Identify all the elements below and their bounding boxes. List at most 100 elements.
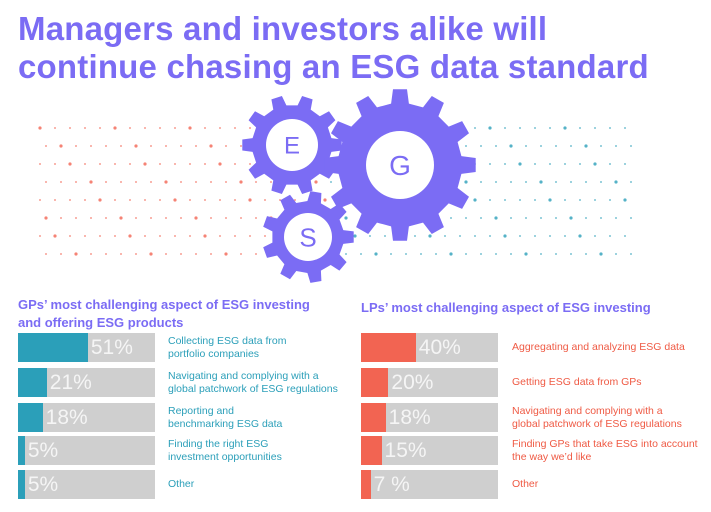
background-dot <box>489 199 491 201</box>
background-dot <box>255 253 257 255</box>
background-dot <box>69 127 71 129</box>
background-dot <box>144 199 146 201</box>
background-dot <box>39 163 41 165</box>
background-dot <box>488 126 492 130</box>
background-dot <box>218 162 222 166</box>
gear-hub <box>366 131 434 199</box>
background-dot <box>474 127 476 129</box>
background-dot <box>593 162 597 166</box>
background-dot <box>549 235 551 237</box>
background-dot <box>510 181 512 183</box>
background-dot <box>180 217 182 219</box>
background-dot <box>59 144 63 148</box>
background-dot <box>495 181 497 183</box>
background-dot <box>219 127 221 129</box>
background-dot <box>465 253 467 255</box>
background-dot <box>579 127 581 129</box>
background-dot <box>549 163 551 165</box>
bar <box>361 368 389 397</box>
background-dot <box>84 127 86 129</box>
background-dot <box>270 181 272 183</box>
background-dot <box>345 253 347 255</box>
background-dot <box>114 163 116 165</box>
background-dot <box>585 181 587 183</box>
background-dot <box>249 127 251 129</box>
background-dot <box>624 235 626 237</box>
background-dot <box>585 217 587 219</box>
background-dot <box>539 180 543 184</box>
background-dot <box>150 181 152 183</box>
background-dot <box>504 127 506 129</box>
background-dot <box>90 253 92 255</box>
bar <box>18 436 25 465</box>
background-dot <box>465 145 467 147</box>
background-dot <box>173 198 177 202</box>
background-dot <box>615 145 617 147</box>
background-dot <box>504 163 506 165</box>
chart-title: GPs’ most challenging aspect of ESG inve… <box>18 297 310 330</box>
background-dot <box>84 199 86 201</box>
background-dot <box>519 127 521 129</box>
background-dot <box>540 253 542 255</box>
gear-letter: G <box>389 150 411 181</box>
background-dot <box>225 145 227 147</box>
background-dot <box>519 199 521 201</box>
background-dot <box>330 181 332 183</box>
category-label: Finding GPs that take ESG into account t… <box>512 437 698 463</box>
background-dot <box>579 163 581 165</box>
background-dot <box>624 127 626 129</box>
background-dot <box>204 127 206 129</box>
value-label: 51% <box>90 336 133 359</box>
gear-letter: E <box>284 133 300 160</box>
bar <box>361 403 386 432</box>
background-dot <box>480 253 482 255</box>
value-label: 20% <box>391 371 434 394</box>
background-dot <box>234 163 236 165</box>
background-dot <box>599 252 603 256</box>
background-dot <box>240 217 242 219</box>
background-dot <box>369 235 371 237</box>
background-dot <box>314 180 318 184</box>
category-label: Reporting and benchmarking ESG data <box>168 404 283 430</box>
bar-track <box>18 470 155 499</box>
value-label: 40% <box>418 336 461 359</box>
background-dot <box>234 199 236 201</box>
background-dot <box>89 180 93 184</box>
background-dot <box>555 217 557 219</box>
background-dot <box>180 145 182 147</box>
background-dot <box>600 145 602 147</box>
background-dot <box>69 235 71 237</box>
background-dot <box>45 181 47 183</box>
background-dot <box>234 127 236 129</box>
background-dot <box>219 199 221 201</box>
background-dot <box>119 216 123 220</box>
background-dot <box>120 181 122 183</box>
background-dot <box>630 181 632 183</box>
background-dot <box>113 126 117 130</box>
background-dot <box>150 217 152 219</box>
page-title: Managers and investors alike will contin… <box>18 10 649 85</box>
background-dot <box>489 235 491 237</box>
background-dot <box>548 198 552 202</box>
background-dot <box>594 199 596 201</box>
background-dot <box>195 181 197 183</box>
background-dot <box>165 145 167 147</box>
background-dot <box>405 253 407 255</box>
background-dot <box>60 181 62 183</box>
background-dot <box>159 235 161 237</box>
background-dot <box>210 217 212 219</box>
bar <box>361 470 371 499</box>
background-dot <box>128 234 132 238</box>
background-dot <box>584 144 588 148</box>
background-dot <box>609 127 611 129</box>
background-dot <box>165 217 167 219</box>
background-dot <box>180 253 182 255</box>
background-dot <box>630 145 632 147</box>
background-dot <box>114 199 116 201</box>
background-dot <box>38 126 42 130</box>
background-dot <box>210 181 212 183</box>
background-dot <box>435 253 437 255</box>
value-label: 7 % <box>373 473 410 496</box>
background-dot <box>630 217 632 219</box>
